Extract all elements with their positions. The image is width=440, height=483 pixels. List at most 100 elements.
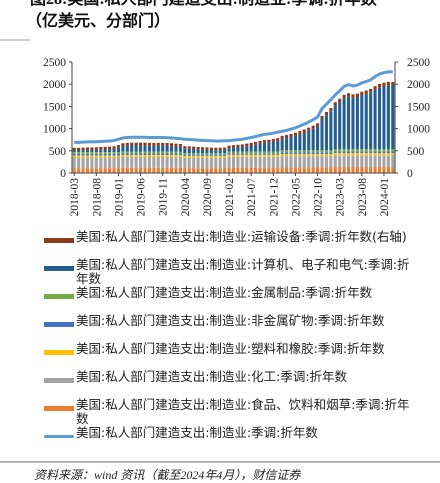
bar-segment <box>267 167 271 173</box>
bar-segment <box>377 87 382 150</box>
bar-segment <box>72 147 76 151</box>
legend-label: 美国:私人部门建造支出:制造业:非金属矿物:季调:折年数 <box>76 313 385 328</box>
bar-segment <box>342 155 346 168</box>
bar-segment <box>223 150 227 154</box>
bar-segment <box>85 152 90 154</box>
bar-segment <box>178 167 182 173</box>
bar-segment <box>351 149 355 152</box>
bar-segment <box>293 152 297 155</box>
bar-segment <box>355 153 359 156</box>
bar-segment <box>364 153 368 156</box>
legend-swatch <box>44 238 74 243</box>
bar-segment <box>161 155 165 158</box>
bar-segment <box>134 151 138 154</box>
bar-segment <box>94 153 98 156</box>
bar-segment <box>152 167 156 173</box>
bar-segment <box>307 154 311 157</box>
bar-segment <box>360 91 364 96</box>
bar-segment <box>183 154 187 156</box>
bar-segment <box>112 148 116 153</box>
bar-segment <box>254 153 258 155</box>
bar-segment <box>209 154 213 156</box>
bar-segment <box>209 147 213 151</box>
bar-segment <box>351 151 355 154</box>
legend-swatch <box>44 322 74 327</box>
bar-segment <box>351 167 355 173</box>
bar-segment <box>121 146 125 152</box>
bar-segment <box>271 141 275 152</box>
bar-segment <box>254 142 258 145</box>
bar-segment <box>214 155 218 158</box>
bar-segment <box>72 150 76 153</box>
bar-segment <box>223 154 227 156</box>
bar-segment <box>94 147 98 150</box>
bar-segment <box>373 155 377 168</box>
bar-segment <box>90 157 94 169</box>
y-tick-label: 1000 <box>43 124 66 136</box>
bar-segment <box>355 167 359 173</box>
bar-segment <box>307 167 311 173</box>
bar-segment <box>200 149 205 154</box>
bar-segment <box>311 125 315 129</box>
bar-segment <box>267 142 271 152</box>
bar-segment <box>223 168 227 173</box>
bar-segment <box>99 168 103 173</box>
bar-segment <box>139 167 143 173</box>
bar-segment <box>245 153 249 155</box>
bar-segment <box>143 153 147 156</box>
bar-segment <box>139 145 143 152</box>
bar-segment <box>214 150 218 154</box>
bar-segment <box>108 149 112 153</box>
bar-segment <box>218 154 222 156</box>
bar-segment <box>209 153 213 155</box>
bar-segment <box>293 167 297 173</box>
bar-segment <box>192 157 196 169</box>
bar-segment <box>147 142 151 146</box>
bar-segment <box>183 153 187 155</box>
bar-segment <box>174 143 178 147</box>
bar-segment <box>355 151 359 154</box>
bar-segment <box>307 156 311 168</box>
bar-segment <box>342 153 346 156</box>
bar-segment <box>116 155 121 158</box>
bar-segment <box>377 151 382 154</box>
bar-segment <box>77 147 81 151</box>
bar-segment <box>276 167 280 173</box>
bar-segment <box>99 152 103 154</box>
bar-segment <box>81 152 85 154</box>
bar-segment <box>236 153 240 155</box>
bar-segment <box>391 85 395 150</box>
bar-segment <box>147 157 151 168</box>
bar-segment <box>329 108 333 112</box>
bar-segment <box>178 153 182 156</box>
bar-segment <box>373 167 377 173</box>
bar-segment <box>302 150 306 153</box>
bar-segment <box>187 155 191 158</box>
bar-segment <box>139 157 143 168</box>
bar-segment <box>152 151 156 154</box>
bar-segment <box>192 155 196 158</box>
bar-segment <box>236 144 240 148</box>
bar-segment <box>231 147 236 152</box>
bar-segment <box>116 152 121 154</box>
bar-segment <box>134 157 138 168</box>
bar-segment <box>280 167 284 173</box>
bar-segment <box>355 149 359 152</box>
bar-segment <box>377 153 382 156</box>
bar-segment <box>231 156 236 168</box>
bar-segment <box>298 150 302 153</box>
legend-label: 美国:私人部门建造支出:制造业:化工:季调:折年数 <box>76 369 348 384</box>
bar-segment <box>81 155 85 158</box>
bar-segment <box>382 151 386 154</box>
legend-entry: 美国:私人部门建造支出:制造业:计算机、电子和电气:季调:折年数 <box>40 258 420 286</box>
bar-segment <box>200 155 205 158</box>
bar-segment <box>289 150 293 153</box>
bar-segment <box>245 151 249 154</box>
legend-entry: 美国:私人部门建造支出:制造业:金属制品:季调:折年数 <box>40 286 420 314</box>
bar-segment <box>227 148 231 152</box>
line <box>74 70 393 144</box>
bar-segment <box>200 157 205 169</box>
bar-segment <box>298 156 302 168</box>
bar-segment <box>218 150 222 154</box>
y-tick-label: 0 <box>60 168 66 180</box>
